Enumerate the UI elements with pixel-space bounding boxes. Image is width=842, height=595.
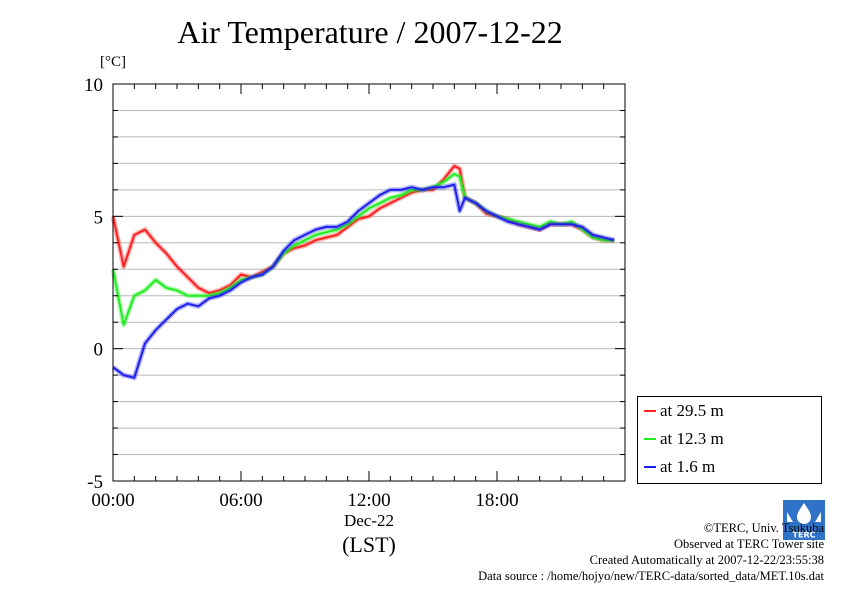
- x-axis-title: (LST): [342, 532, 396, 557]
- y-axis-unit-label: [°C]: [100, 54, 126, 70]
- x-tick-label: 06:00: [219, 490, 262, 511]
- legend-swatch-12-3m: [644, 438, 656, 440]
- y-tick-label: 0: [94, 340, 104, 361]
- series-line-2: [112, 183, 615, 379]
- legend-label-29-5m: at 29.5 m: [660, 401, 724, 420]
- x-tick-label: 12:00: [347, 490, 390, 511]
- legend-item-29-5m: at 29.5 m: [644, 401, 724, 421]
- credit-source: Data source : /home/hojyo/new/TERC-data/…: [478, 569, 824, 583]
- legend: at 29.5 m at 12.3 m at 1.6 m: [637, 396, 822, 484]
- x-axis-date-label: Dec-22: [343, 511, 395, 530]
- series-lines: [110, 163, 615, 381]
- credit-site: Observed at TERC Tower site: [673, 537, 824, 551]
- legend-label-12-3m: at 12.3 m: [660, 429, 724, 448]
- credit-copyright: ©TERC, Univ. Tsukuba: [703, 521, 824, 535]
- axis-ticks: [112, 83, 626, 482]
- y-tick-label: 5: [94, 207, 104, 228]
- chart-title: Air Temperature / 2007-12-22: [177, 14, 563, 50]
- series-line-1: [112, 173, 615, 326]
- legend-item-12-3m: at 12.3 m: [644, 429, 724, 449]
- legend-item-1-6m: at 1.6 m: [644, 457, 715, 477]
- logo-text: TERC: [793, 531, 816, 540]
- x-tick-label: 18:00: [475, 490, 518, 511]
- legend-swatch-29-5m: [644, 410, 656, 412]
- terc-logo: TERC: [783, 500, 825, 540]
- credit-created: Created Automatically at 2007-12-22/23:5…: [589, 553, 824, 567]
- y-tick-label: 10: [84, 75, 103, 96]
- x-tick-label: 00:00: [91, 490, 134, 511]
- axis-tick-labels: -5 0 5 10 00:00 06:00 12:00 18:00: [84, 75, 519, 511]
- credits-block: ©TERC, Univ. Tsukuba Observed at TERC To…: [478, 520, 824, 584]
- gridlines: [113, 109, 625, 456]
- legend-swatch-1-6m: [644, 466, 656, 468]
- y-tick-label: -5: [87, 472, 103, 493]
- legend-label-1-6m: at 1.6 m: [660, 457, 716, 476]
